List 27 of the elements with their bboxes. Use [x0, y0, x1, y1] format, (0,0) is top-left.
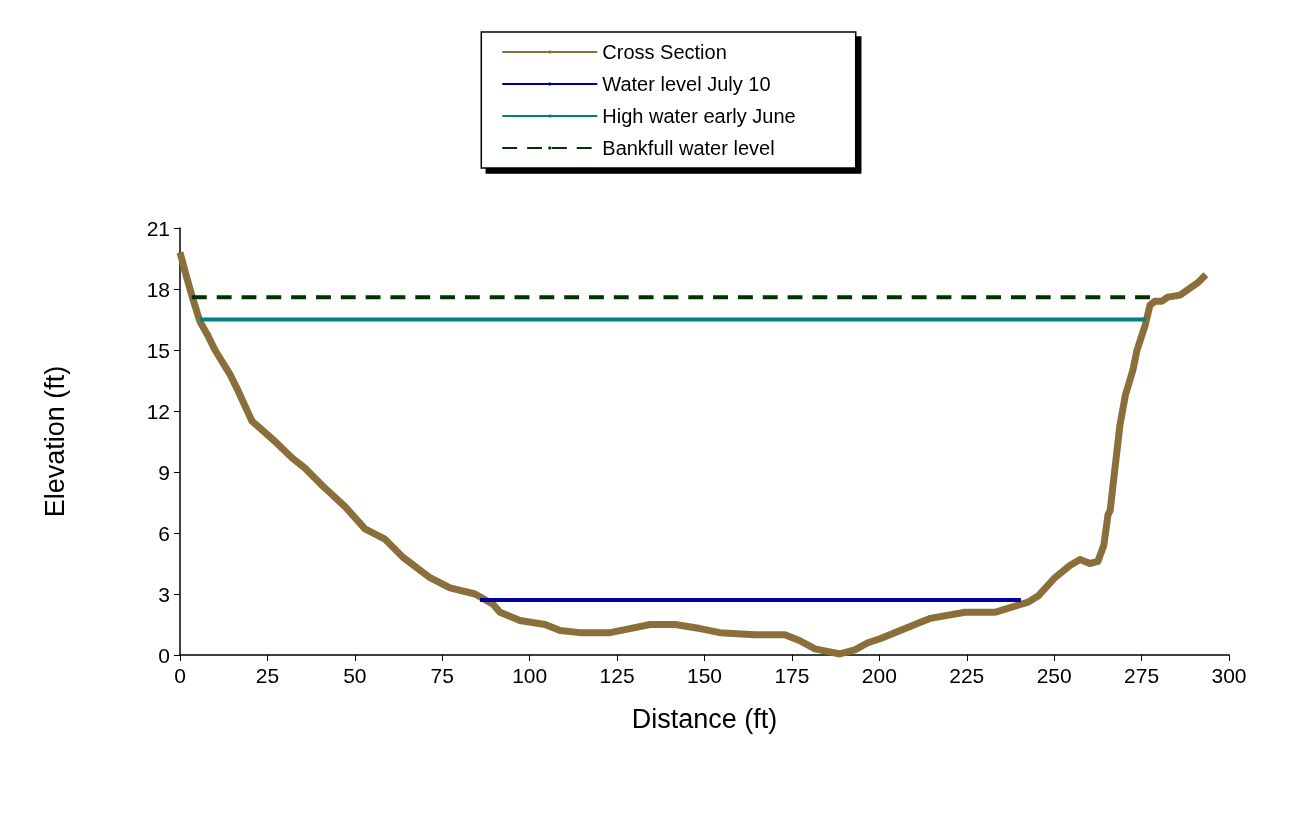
y-tick-label: 21 — [146, 216, 170, 240]
y-tick-label: 18 — [146, 277, 170, 301]
legend-label: High water early June — [602, 105, 796, 127]
x-tick-label: 25 — [255, 664, 280, 687]
y-tick-label: 0 — [158, 643, 170, 667]
x-axis-title: Distance (ft) — [631, 703, 778, 734]
x-tick-label: 75 — [430, 664, 454, 687]
x-tick-label: 50 — [343, 664, 367, 687]
y-tick-label: 9 — [158, 460, 170, 484]
x-tick-label: 175 — [774, 664, 810, 687]
x-tick-label: 275 — [1124, 664, 1160, 687]
legend-label: Cross Section — [602, 41, 727, 63]
x-tick-label: 0 — [174, 664, 186, 687]
x-tick-label: 200 — [861, 664, 897, 687]
y-axis-title: Elevation (ft) — [39, 365, 70, 518]
x-tick-label: 250 — [1036, 664, 1072, 687]
x-tick-label: 125 — [599, 664, 635, 687]
x-tick-label: 225 — [949, 664, 985, 687]
y-tick-label: 15 — [146, 338, 170, 362]
y-tick-label: 6 — [158, 521, 170, 545]
x-tick-label: 100 — [512, 664, 548, 687]
x-tick-label: 300 — [1211, 664, 1247, 687]
legend-label: Water level July 10 — [602, 73, 771, 95]
y-tick-label: 12 — [146, 399, 170, 423]
legend-label: Bankfull water level — [602, 137, 775, 159]
y-tick-label: 3 — [158, 582, 170, 606]
x-tick-label: 150 — [686, 664, 723, 687]
